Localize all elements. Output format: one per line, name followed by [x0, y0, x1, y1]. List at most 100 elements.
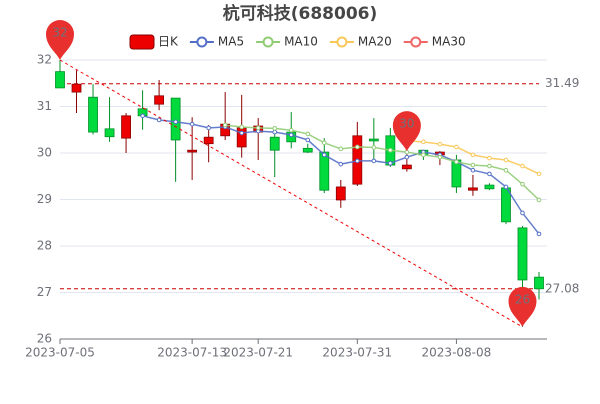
ma-point [140, 113, 145, 119]
ma-point [371, 145, 377, 150]
ma-point [520, 210, 525, 216]
ma-line [225, 124, 540, 201]
x-tick-label: 2023-07-31 [322, 346, 392, 360]
y-tick-label: 30 [37, 146, 52, 160]
mark-line-label: 31.49 [545, 76, 579, 90]
ma-point [437, 154, 443, 160]
y-tick-label: 31 [37, 99, 52, 113]
ma-point [388, 147, 393, 153]
legend-swatch [196, 36, 208, 48]
ma-point [272, 126, 278, 131]
ma-point [536, 231, 542, 237]
ma-point [355, 158, 360, 164]
y-tick-label: 26 [37, 332, 52, 346]
ma-point [404, 154, 410, 160]
ma-point [189, 121, 195, 127]
candle-body [484, 184, 495, 190]
candle-body [88, 96, 98, 133]
candle-body [104, 128, 115, 138]
x-tick-label: 2023-08-08 [422, 346, 492, 360]
candle-body [170, 97, 181, 141]
x-tick-label: 2023-07-13 [157, 346, 227, 360]
ma-point [288, 127, 294, 133]
candle-body [121, 115, 131, 139]
ma-point [156, 117, 162, 123]
ma-point [503, 167, 509, 173]
ma-point [470, 152, 476, 158]
ma-point [470, 167, 476, 173]
legend-swatch [336, 36, 348, 48]
candle-body [319, 151, 330, 191]
mark-line-label: 27.08 [545, 281, 579, 295]
legend-swatch [410, 36, 422, 48]
ma-point [388, 160, 393, 166]
ma-point [470, 162, 476, 168]
candle-body [154, 95, 165, 105]
ma-point [305, 131, 311, 137]
candle-body [335, 186, 346, 201]
ma-point [421, 152, 426, 158]
ma-point [536, 171, 542, 177]
ma-point [206, 125, 211, 131]
legend-swatch [129, 34, 155, 50]
trend-line [59, 59, 523, 328]
legend-label: MA20 [358, 35, 392, 49]
legend-label: MA5 [218, 35, 244, 49]
y-tick-label: 27 [37, 285, 52, 299]
candle-body [269, 136, 280, 151]
mark-point [392, 111, 421, 152]
y-tick-label: 29 [37, 192, 52, 206]
ma-point [355, 144, 360, 150]
candle-body [468, 187, 478, 191]
mark-point-label: 32 [52, 26, 67, 40]
y-tick-label: 32 [37, 53, 52, 67]
ma-point [503, 157, 509, 163]
ma-point [421, 139, 426, 145]
legend-label: MA30 [432, 35, 466, 49]
ma-point [272, 129, 278, 135]
ma-point [520, 181, 525, 187]
ma-point [239, 124, 244, 130]
ma-point [338, 161, 344, 167]
candle-body [401, 164, 412, 170]
candle-body [71, 83, 82, 93]
legend-label: 日K [158, 35, 179, 49]
ma-point [503, 184, 509, 190]
legend-label: MA10 [284, 35, 318, 49]
ma-point [520, 163, 525, 169]
ma-point [371, 158, 377, 164]
candle-body [534, 276, 544, 290]
ma-point [338, 146, 344, 152]
candle-body [187, 149, 198, 153]
chart-title: 杭可科技(688006) [223, 3, 378, 24]
ma-line [142, 115, 540, 235]
legend-swatch [262, 36, 274, 48]
y-tick-label: 28 [37, 239, 52, 253]
ma-point [454, 144, 459, 150]
ma-point [173, 119, 178, 125]
ma-point [321, 140, 327, 146]
ma-point [487, 163, 492, 169]
ma-point [487, 171, 492, 177]
mark-point-label: 30 [399, 117, 414, 131]
mark-point-label: 26 [515, 292, 530, 306]
candle-body [517, 227, 528, 281]
x-tick-label: 2023-07-05 [25, 346, 95, 360]
ma-point [454, 159, 459, 165]
mark-point [508, 286, 537, 327]
x-tick-label: 2023-07-21 [223, 346, 293, 360]
ma-point [321, 152, 327, 158]
ma-point [239, 130, 244, 136]
ma-point [305, 137, 311, 143]
ma-point [288, 132, 294, 138]
ma-point [487, 155, 492, 161]
ma-point [222, 122, 228, 128]
candle-body [368, 138, 379, 142]
candle-body [55, 71, 65, 89]
ma-point [437, 141, 443, 147]
mark-point [46, 20, 74, 60]
ma-point [255, 125, 261, 131]
candle-body [203, 136, 214, 145]
candle-body [302, 147, 313, 153]
